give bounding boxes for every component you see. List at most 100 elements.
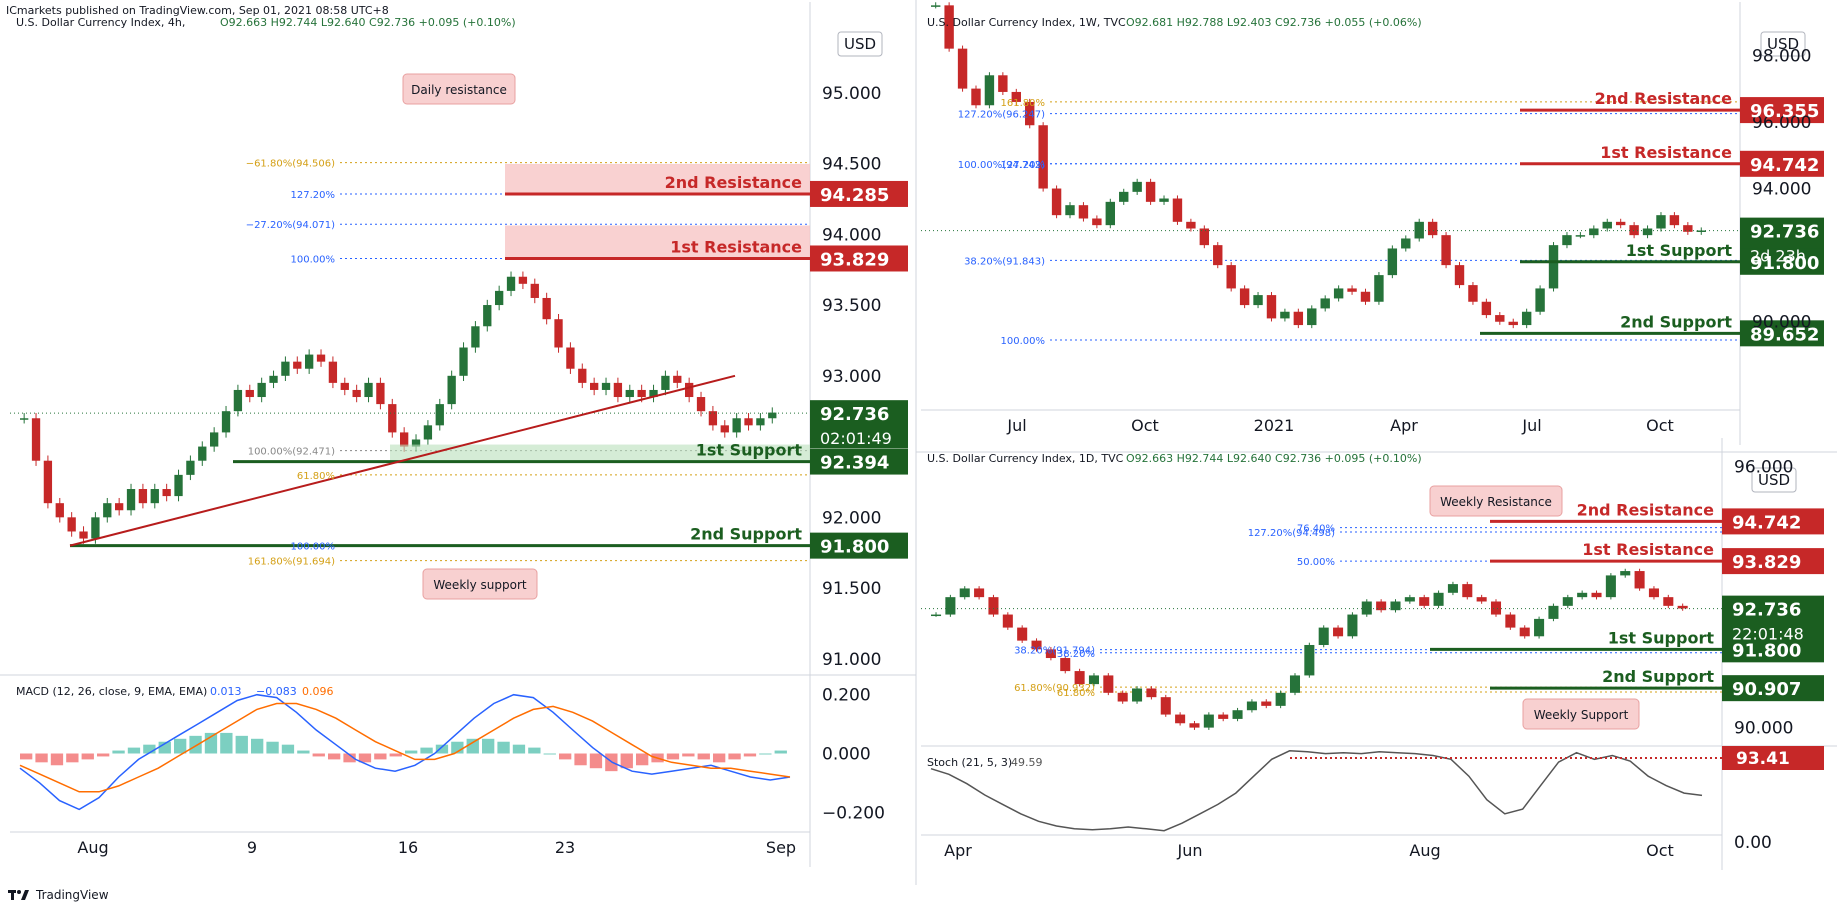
candle-body (506, 276, 516, 291)
macd-histogram-bar (251, 738, 264, 754)
publisher-line: ICmarkets published on TradingView.com, … (6, 4, 389, 17)
fib-label: 38.20%(91.794) (1014, 646, 1095, 657)
candle-body (988, 597, 999, 615)
candle-body (1333, 288, 1344, 299)
indicator-label: Stoch (21, 5, 3) (927, 756, 1012, 769)
candle-body (1304, 644, 1315, 676)
x-tick-label: 2021 (1254, 416, 1295, 435)
support-zone (390, 444, 810, 462)
macd-histogram-bar (220, 732, 233, 754)
candle-body (67, 517, 76, 532)
candle-body (423, 425, 433, 440)
currency-label: USD (844, 35, 876, 53)
candle-body (1404, 597, 1415, 602)
indicator-value: −0.083 (256, 685, 297, 698)
callout-box (402, 73, 516, 105)
candle-body (1589, 228, 1599, 236)
stoch-line (930, 750, 1703, 832)
candle-body (1347, 288, 1357, 292)
candle-body (1203, 714, 1214, 728)
candle-body (625, 389, 634, 398)
candle-body (1172, 198, 1183, 222)
macd-histogram-bar (682, 753, 695, 757)
level-label: 2nd Resistance (665, 173, 803, 192)
candle-body (1361, 601, 1372, 615)
candle-body (115, 503, 124, 511)
fib-label: −27.20%(94.071) (246, 220, 335, 231)
candle-body (1266, 295, 1277, 319)
currency-badge (1751, 467, 1797, 493)
macd-histogram-bar (697, 753, 710, 760)
fib-label: 161.80%(91.694) (248, 557, 335, 568)
tradingview-logo-icon (8, 890, 29, 900)
chart-panel-2 (921, 2, 1824, 445)
macd-histogram-bar (343, 753, 356, 763)
candle-body (1175, 714, 1186, 724)
candle-body (1051, 188, 1062, 216)
candle-body (1433, 592, 1444, 606)
candle-body (1634, 571, 1645, 589)
ohlc-readout: O92.663 H92.744 L92.640 C92.736 +0.095 (… (1126, 452, 1422, 465)
candle-body (1648, 588, 1659, 598)
candle-body (245, 389, 254, 398)
indicator-y-tick: 0.000 (822, 745, 871, 765)
price-tag-timer: 2d 23h (1750, 247, 1806, 266)
candle-body (1605, 575, 1616, 598)
candle-body (43, 460, 53, 504)
fib-label: 38.20%(91.843) (964, 256, 1045, 267)
candle-body (1011, 91, 1021, 102)
candle-body (1031, 640, 1042, 650)
candle-body (1060, 658, 1071, 672)
candle-body (20, 418, 29, 420)
macd-histogram-bar (66, 753, 79, 763)
chart-title: U.S. Dollar Currency Index, 4h, (16, 16, 185, 29)
candle-body (1696, 230, 1706, 232)
level-label: 2nd Support (1602, 667, 1714, 686)
macd-histogram-bar (774, 750, 787, 754)
currency-badge (837, 31, 883, 57)
price-tag (1740, 248, 1824, 275)
macd-histogram-bar (543, 753, 556, 755)
candle-body (1105, 201, 1116, 226)
macd-histogram-bar (743, 753, 757, 757)
candle-body (1002, 614, 1013, 628)
candle-body (388, 404, 397, 433)
x-tick-label: Apr (944, 841, 972, 860)
indicator-value: 0.096 (302, 685, 334, 698)
charts-canvas[interactable]: U.S. Dollar Currency Index, 4h, O92.663 H… (0, 0, 1837, 885)
price-tag (1740, 150, 1824, 177)
price-tag-value: 92.394 (820, 453, 889, 474)
macd-histogram-bar (158, 741, 171, 754)
candle-body (1495, 315, 1505, 322)
candle-body (483, 305, 492, 327)
candle-body (1117, 692, 1128, 702)
macd-histogram-bar (374, 753, 387, 760)
macd-histogram-bar (435, 744, 449, 754)
candle-body (1490, 601, 1502, 615)
macd-histogram-bar (266, 741, 279, 754)
candle-body (590, 382, 599, 390)
candle-body (649, 389, 658, 398)
macd-histogram-bar (666, 753, 680, 760)
candle-body (495, 290, 504, 306)
candle-body (1454, 265, 1465, 286)
candle-body (1132, 688, 1143, 702)
chart-title: U.S. Dollar Currency Index, 1D, TVC (927, 452, 1124, 465)
macd-histogram-bar (35, 753, 48, 763)
callout-box (422, 568, 538, 600)
fib-label: 100.00% (291, 254, 336, 265)
chart-panel-1 (10, 2, 908, 867)
candle-body (1074, 671, 1085, 685)
macd-histogram-bar (620, 753, 633, 769)
y-tick-label: 94.000 (1752, 180, 1811, 200)
fib-label: 38.20% (1057, 649, 1095, 660)
candle-body (696, 397, 706, 412)
candle-body (1159, 198, 1169, 202)
currency-label: USD (1767, 35, 1799, 53)
candle-body (601, 382, 611, 390)
y-tick-label: 90.000 (1734, 719, 1793, 739)
ohlc-readout: O92.681 H92.788 L92.403 C92.736 +0.055 (… (1126, 16, 1422, 29)
candle-body (1092, 218, 1102, 226)
candle-body (1226, 265, 1236, 289)
price-tag (810, 400, 908, 449)
